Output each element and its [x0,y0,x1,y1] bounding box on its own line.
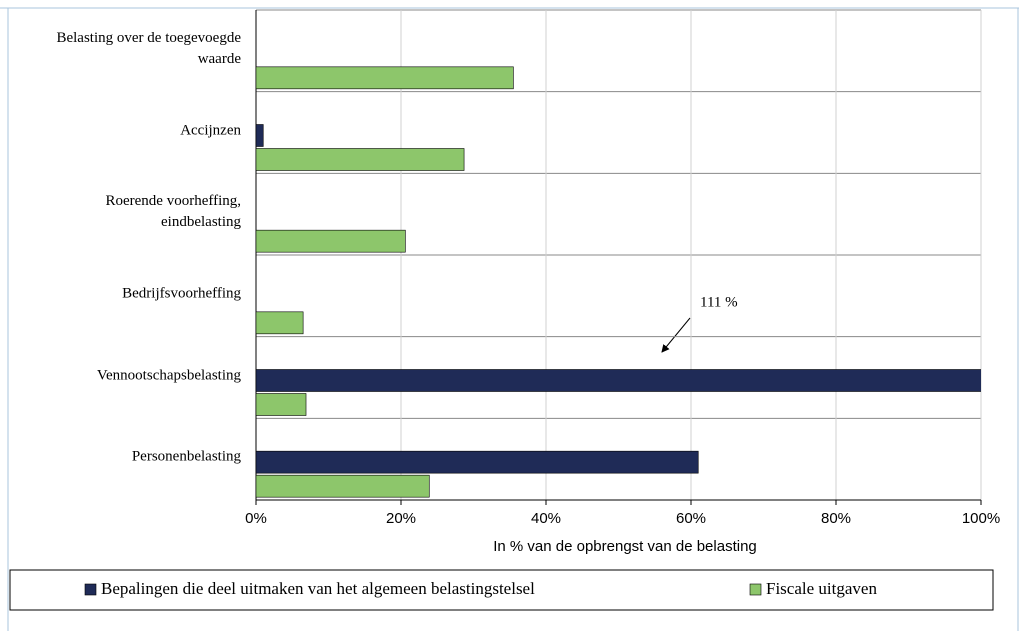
legend-swatch [84,583,97,596]
annotation-arrow [661,317,691,353]
legend-label: Fiscale uitgaven [766,579,877,598]
legend-swatch [749,583,762,596]
annotation: 111 % [700,294,738,310]
y-tick-label: Vennootschapsbelasting [96,367,241,383]
x-tick-label: 100% [962,510,1000,527]
y-tick-label: Roerende voorheffing, eindbelasting [105,193,241,231]
bar [256,229,406,253]
y-tick-label: Personenbelasting [131,448,241,465]
x-tick-label: 60% [676,510,706,527]
x-tick-label: 40% [531,510,561,527]
y-tick-label: Accijnzen [180,122,241,138]
y-tick-label: Belasting over de toegevoegde waarde [56,29,241,67]
x-tick-label: 80% [821,510,851,527]
y-tick-label: Bedrijfsvoorheffing [122,285,241,302]
bars [256,66,981,498]
bar [256,450,699,474]
bar [256,148,465,171]
x-axis-title: In % van de opbrengst van de belasting [493,538,757,555]
x-tick-label: 0% [245,510,267,527]
bar [256,311,304,335]
bar [256,66,514,90]
bar [256,474,430,498]
x-tick-label: 20% [386,510,416,527]
legend-box [9,569,994,611]
bar [256,393,307,416]
legend-label: Bepalingen die deel uitmaken van het alg… [101,579,535,598]
bar [256,124,264,147]
bar [256,369,981,392]
